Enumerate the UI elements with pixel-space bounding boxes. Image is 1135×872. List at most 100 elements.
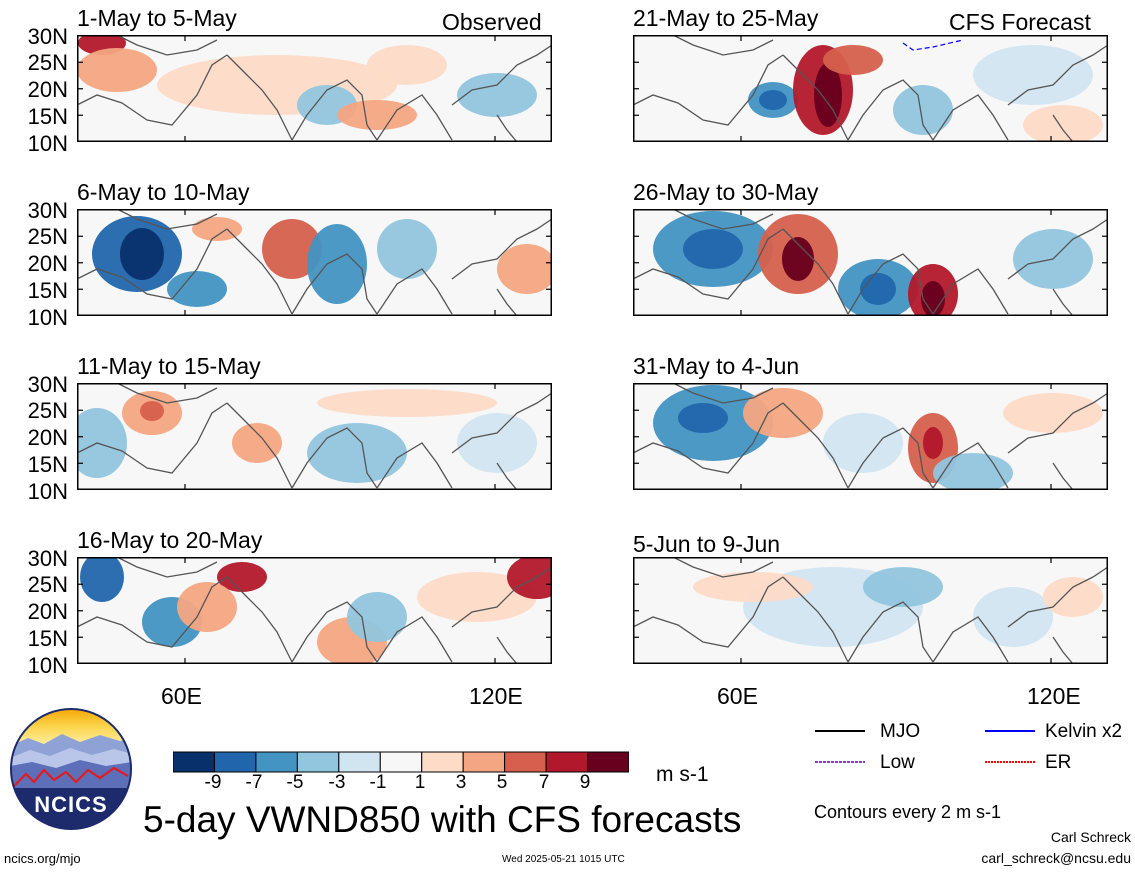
- map-panel-2: [77, 209, 552, 316]
- lat-tick-label: 10N: [27, 305, 68, 330]
- coastline: [847, 79, 934, 141]
- coastline: [376, 442, 453, 489]
- coastline: [672, 209, 774, 230]
- cfs-forecast-label: CFS Forecast: [949, 9, 1091, 35]
- footer-author: Carl Schreck: [1050, 829, 1131, 845]
- lat-tick-label: 10N: [27, 131, 68, 156]
- ncics-logo: NCICS: [10, 708, 132, 830]
- colorbar-tick-label: -3: [328, 772, 346, 793]
- coastline: [847, 253, 934, 315]
- anomaly-region: [177, 582, 237, 632]
- map-canvas: [77, 383, 552, 490]
- lat-tick-label: 20N: [27, 251, 68, 276]
- legend-label-er: ER: [1045, 752, 1072, 773]
- lat-tick-label: 10N: [27, 653, 68, 678]
- contours-note: Contours every 2 m s-1: [814, 802, 1002, 822]
- coastline: [77, 576, 228, 648]
- anomaly-region: [77, 48, 157, 92]
- lat-tick-label: 15N: [27, 104, 68, 129]
- panel-title: 26-May to 30-May: [633, 179, 819, 205]
- lat-tick-label: 30N: [27, 546, 68, 571]
- panel-title: 6-May to 10-May: [77, 179, 250, 205]
- panel-title: 16-May to 20-May: [77, 527, 263, 553]
- panel-title: 31-May to 4-Jun: [633, 353, 800, 379]
- colorbar-tick-label: 1: [414, 772, 426, 793]
- anomaly-region: [337, 100, 417, 130]
- anomaly-region: [693, 572, 813, 602]
- coastline: [1007, 218, 1108, 280]
- colorbar-swatch: [545, 751, 589, 773]
- anomaly-region: [923, 427, 943, 459]
- anomaly-region: [507, 557, 552, 599]
- colorbar-swatch: [504, 751, 547, 773]
- map-canvas: [633, 557, 1108, 664]
- anomaly-region: [307, 224, 367, 304]
- anomaly-region: [759, 90, 787, 110]
- colorbar-tick-label: 9: [579, 772, 591, 793]
- panel-title: 5-Jun to 9-Jun: [633, 531, 781, 557]
- anomaly-region: [367, 45, 447, 85]
- lat-tick-label: 20N: [27, 77, 68, 102]
- anomaly-region: [823, 45, 883, 75]
- footer-url[interactable]: ncics.org/mjo: [4, 851, 81, 866]
- lat-tick-label: 15N: [27, 278, 68, 303]
- coastline: [116, 209, 218, 230]
- coastline: [376, 616, 453, 663]
- coastline: [1052, 462, 1074, 490]
- coastline: [451, 566, 552, 628]
- anomaly-region: [457, 73, 537, 117]
- colorbar-swatch: [421, 751, 464, 773]
- anomaly-region: [743, 388, 823, 438]
- anomaly-region: [347, 592, 407, 642]
- coastline: [672, 557, 774, 578]
- colorbar-tick-label: 7: [538, 772, 550, 793]
- coastline: [633, 402, 784, 474]
- map-canvas: [77, 35, 552, 142]
- lat-tick-label: 15N: [27, 452, 68, 477]
- anomaly-region: [77, 408, 127, 478]
- legend-label-mjo: MJO: [880, 721, 921, 742]
- anomaly-region: [782, 237, 814, 281]
- coastline: [1007, 44, 1108, 106]
- lat-tick-label: 30N: [27, 372, 68, 397]
- coastline: [496, 462, 518, 490]
- coastline: [116, 35, 218, 56]
- map-canvas: [633, 35, 1108, 142]
- anomaly-region: [1043, 577, 1103, 617]
- coastline: [77, 54, 228, 126]
- coastline: [1007, 566, 1108, 628]
- coastline: [932, 268, 1009, 315]
- anomaly-region: [823, 413, 903, 473]
- map-canvas: [633, 383, 1108, 490]
- lat-tick-label: 25N: [27, 224, 68, 249]
- coastline: [633, 576, 784, 648]
- coastline: [291, 253, 378, 315]
- coastline: [496, 288, 518, 316]
- anomaly-region: [377, 219, 437, 279]
- map-panel-8: [633, 557, 1108, 664]
- coastline: [633, 228, 784, 300]
- coastline: [77, 228, 228, 300]
- lat-tick-label: 30N: [27, 198, 68, 223]
- coastline: [451, 44, 552, 106]
- lat-tick-label: 20N: [27, 425, 68, 450]
- coastline: [376, 94, 453, 141]
- observed-label: Observed: [442, 9, 542, 35]
- map-canvas: [77, 557, 552, 664]
- coastline: [672, 383, 774, 404]
- logo-text: NCICS: [34, 792, 108, 817]
- map-panel-7: [633, 383, 1108, 490]
- coastline: [226, 576, 293, 663]
- footer-email[interactable]: carl_schreck@ncsu.edu: [981, 850, 1131, 866]
- lon-tick-label: 120E: [1027, 683, 1081, 709]
- coastline: [1052, 288, 1074, 316]
- coastline: [226, 54, 293, 141]
- colorbar: [173, 751, 629, 773]
- anomaly-region: [1023, 105, 1103, 142]
- coastline: [496, 114, 518, 142]
- anomaly-region: [120, 228, 164, 280]
- map-panel-6: [633, 209, 1108, 316]
- legend-lines: [815, 730, 1035, 763]
- lat-tick-label: 10N: [27, 479, 68, 504]
- lat-tick-label: 25N: [27, 572, 68, 597]
